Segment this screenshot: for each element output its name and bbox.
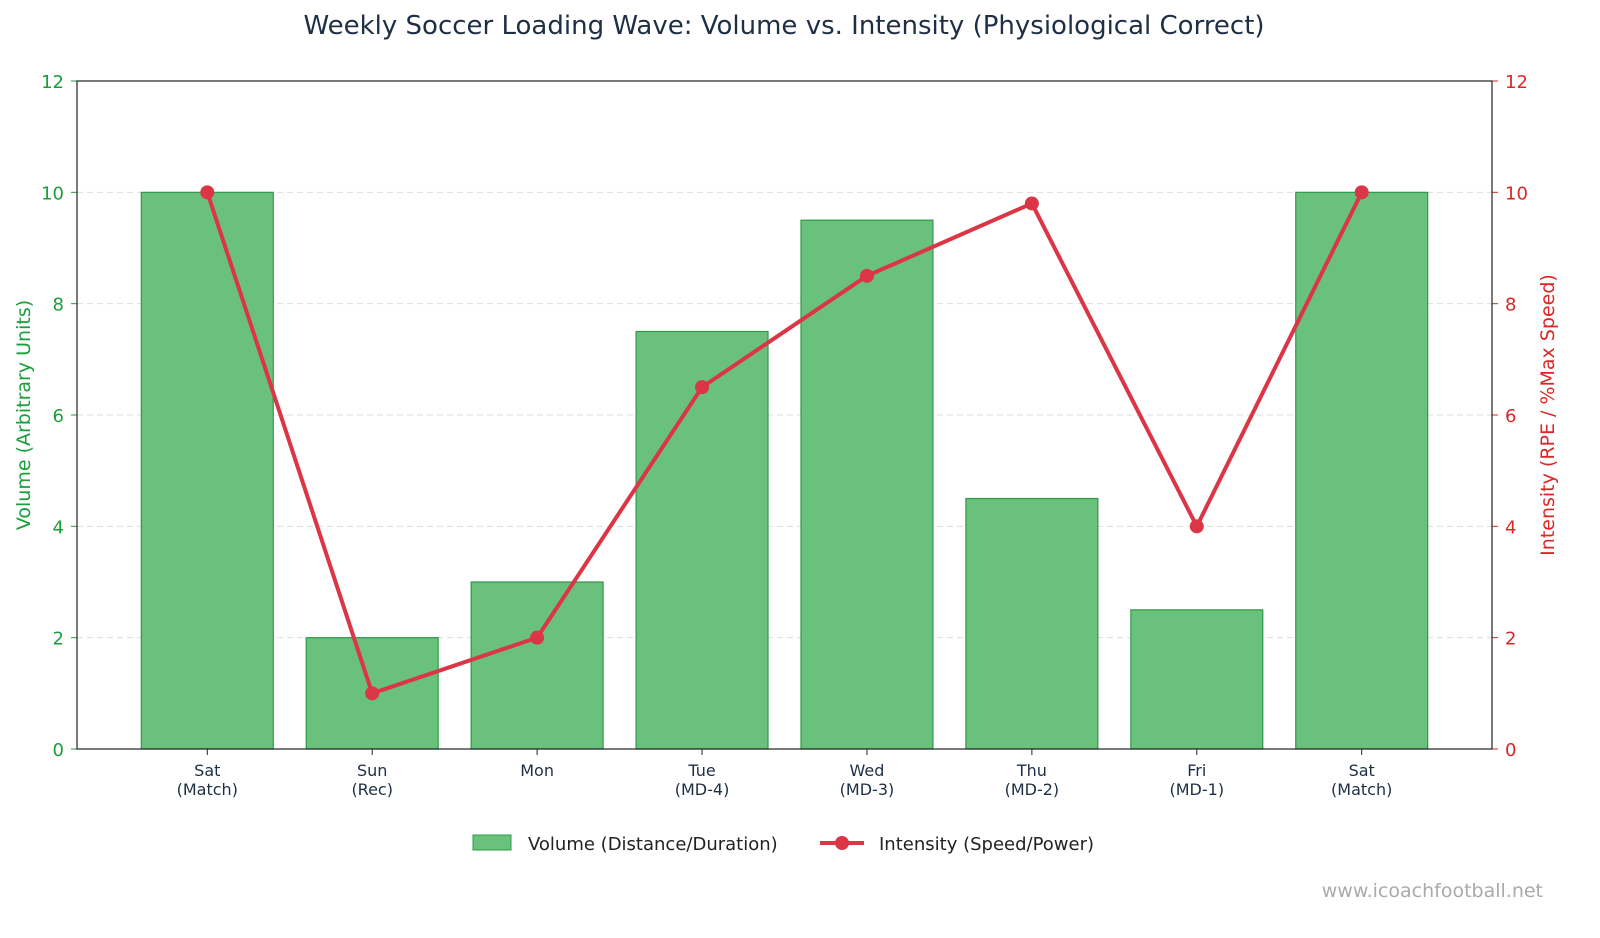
x-tick-sublabel: (MD-4) xyxy=(675,780,730,799)
bar-volume xyxy=(800,219,934,750)
point-intensity xyxy=(530,630,545,645)
bar-volume xyxy=(1130,609,1264,750)
y-axis-label: Volume (Arbitrary Units) xyxy=(13,300,35,530)
legend: Volume (Distance/Duration) Intensity (Sp… xyxy=(472,834,1094,855)
legend-label-volume: Volume (Distance/Duration) xyxy=(528,834,778,855)
point-intensity xyxy=(859,268,874,283)
y2-tick-label: 2 xyxy=(1505,629,1516,650)
y-tick-label: 4 xyxy=(53,517,64,538)
legend-swatch-volume xyxy=(472,834,512,851)
y-tick-label: 10 xyxy=(41,183,64,204)
x-tick-sublabel: (Match) xyxy=(177,780,238,799)
y-tick-label: 6 xyxy=(53,406,64,427)
y2-axis-label: Intensity (RPE / %Max Speed) xyxy=(1537,274,1559,556)
line-intensity xyxy=(205,191,1364,696)
legend-label-intensity: Intensity (Speed/Power) xyxy=(879,834,1094,855)
x-tick-label: Tue xyxy=(687,761,715,780)
x-tick-label: Thu xyxy=(1016,761,1047,780)
x-tick-sublabel: (MD-3) xyxy=(840,780,895,799)
bar-volume xyxy=(635,330,769,750)
point-intensity xyxy=(1354,185,1369,200)
point-intensity xyxy=(1189,519,1204,534)
bar-volume xyxy=(470,581,604,750)
point-intensity xyxy=(200,185,215,200)
y2-tick-label: 6 xyxy=(1505,406,1516,427)
chart-title: Weekly Soccer Loading Wave: Volume vs. I… xyxy=(303,11,1264,41)
legend-marker-intensity xyxy=(835,836,849,850)
x-tick-label: Fri xyxy=(1187,761,1206,780)
y2-tick-label: 4 xyxy=(1505,517,1516,538)
x-tick-label: Wed xyxy=(850,761,885,780)
y2-tick-label: 0 xyxy=(1505,740,1516,761)
bar-volume xyxy=(140,191,274,750)
x-tick-sublabel: (Match) xyxy=(1331,780,1392,799)
x-tick-sublabel: (MD-2) xyxy=(1005,780,1060,799)
x-tick-label: Sat xyxy=(1349,761,1375,780)
point-intensity xyxy=(365,686,380,701)
y-tick-label: 8 xyxy=(53,295,64,316)
bar-volume xyxy=(1295,191,1429,750)
x-tick-label: Sat xyxy=(194,761,220,780)
y-tick-label: 2 xyxy=(53,629,64,650)
y-tick-label: 0 xyxy=(53,740,64,761)
point-intensity xyxy=(1024,196,1039,211)
point-intensity xyxy=(695,380,710,395)
y-tick-label: 12 xyxy=(41,72,64,93)
y2-tick-label: 8 xyxy=(1505,295,1516,316)
x-tick-sublabel: (MD-1) xyxy=(1170,780,1225,799)
x-tick-sublabel: (Rec) xyxy=(351,780,393,799)
plot-frame xyxy=(76,80,1493,750)
y2-tick-label: 10 xyxy=(1505,183,1528,204)
bar-volume xyxy=(965,497,1099,750)
y2-tick-label: 12 xyxy=(1505,72,1528,93)
x-tick-label: Sun xyxy=(357,761,387,780)
watermark: www.icoachfootball.net xyxy=(1322,880,1543,902)
x-tick-label: Mon xyxy=(520,761,554,780)
